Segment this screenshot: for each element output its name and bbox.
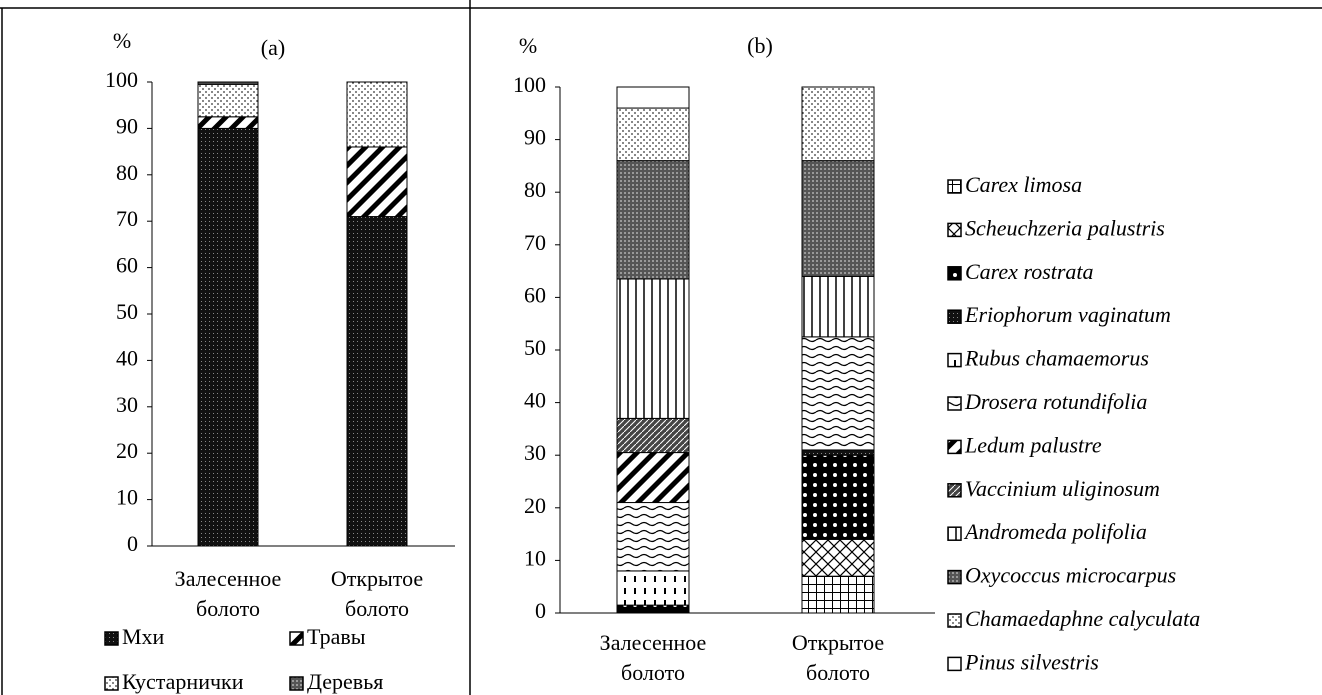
legend-swatch [947, 613, 962, 628]
legend-label: Eriophorum vaginatum [964, 302, 1171, 327]
bar-segment [801, 454, 875, 540]
y-tick-label: 60 [524, 282, 546, 307]
legend-label: Vaccinium uliginosum [965, 476, 1160, 501]
y-tick-label: 40 [524, 388, 546, 413]
legend-swatch [289, 676, 304, 691]
legend-label: Pinus silvestris [964, 649, 1099, 674]
legend-swatch [947, 222, 962, 238]
legend-swatch [947, 439, 962, 455]
legend-label: Кустарнички [122, 669, 244, 694]
legend-swatch [947, 266, 962, 281]
bar-segment [197, 127, 259, 547]
legend-swatch [947, 179, 962, 194]
bar-segment [616, 604, 690, 614]
y-tick-label: 90 [524, 125, 546, 150]
bar-segment [801, 160, 875, 277]
bar-segment [801, 336, 875, 451]
chart-title: (a) [261, 35, 285, 60]
bar-segment [197, 81, 259, 85]
legend-label: Andromeda polifolia [963, 519, 1147, 544]
x-tick-label: Открытое болото [792, 630, 884, 685]
legend-label: Деревья [307, 669, 383, 694]
bar-segment [616, 452, 690, 504]
legend-label: Ledum palustre [964, 432, 1102, 457]
legend-swatch [104, 676, 119, 691]
legend-label: Травы [307, 624, 366, 649]
legend-label: Rubus chamaemorus [964, 346, 1149, 371]
bar-segment [801, 449, 875, 456]
legend-swatch [947, 569, 962, 585]
bar-segment [801, 538, 875, 577]
legend-label: Carex rostrata [965, 259, 1094, 284]
chart-title: (b) [747, 33, 773, 58]
legend-swatch [289, 631, 304, 646]
x-tick-label: Открытое болото [331, 566, 423, 621]
bar-segment [616, 160, 690, 280]
legend-swatch [947, 483, 962, 498]
y-tick-label: 100 [105, 67, 138, 92]
y-tick-label: 70 [116, 206, 138, 231]
y-tick-label: 30 [116, 392, 138, 417]
y-tick-label: 40 [116, 345, 138, 370]
y-tick-label: 90 [116, 113, 138, 138]
bar-segment [616, 86, 690, 109]
bar-segment [197, 83, 259, 118]
y-tick-label: 50 [524, 335, 546, 360]
x-tick-label: Залесенное болото [175, 566, 282, 621]
bar-segment [801, 575, 875, 614]
legend-label: Drosera rotundifolia [964, 389, 1147, 414]
y-tick-label: 0 [535, 598, 546, 623]
y-axis-label: % [519, 33, 537, 58]
y-tick-label: 60 [116, 253, 138, 278]
y-tick-label: 20 [116, 438, 138, 463]
y-tick-label: 80 [524, 177, 546, 202]
legend-swatch [104, 631, 119, 646]
y-tick-label: 100 [513, 72, 546, 97]
y-tick-label: 10 [116, 485, 138, 510]
bar-segment [616, 107, 690, 162]
bar-segment [801, 86, 875, 162]
legend-swatch [947, 526, 962, 541]
bar-segment [346, 216, 408, 547]
legend-label: Carex limosa [965, 172, 1082, 197]
legend-swatch [947, 396, 962, 411]
bar-segment [801, 275, 875, 338]
y-axis-label: % [113, 28, 131, 53]
y-tick-label: 30 [524, 440, 546, 465]
y-tick-label: 10 [524, 545, 546, 570]
bar-segment [197, 116, 259, 129]
x-tick-label: Залесенное болото [600, 630, 707, 685]
legend-label: Scheuchzeria palustris [965, 215, 1165, 240]
bar-segment [616, 570, 690, 606]
legend-swatch [947, 352, 962, 368]
bar-segment [616, 278, 690, 419]
legend-label: Мхи [122, 624, 165, 649]
legend-label: Chamaedaphne calyculata [965, 606, 1200, 631]
bar-segment [616, 502, 690, 572]
bar-segment [346, 81, 408, 148]
legend-label: Oxycoccus microcarpus [965, 563, 1176, 588]
y-tick-label: 20 [524, 493, 546, 518]
y-tick-label: 80 [116, 160, 138, 185]
legend-swatch [947, 309, 962, 324]
y-tick-label: 50 [116, 299, 138, 324]
bar-segment [346, 146, 408, 218]
y-tick-label: 70 [524, 230, 546, 255]
bar-segment [616, 417, 690, 454]
y-tick-label: 0 [127, 531, 138, 556]
legend-swatch [947, 656, 962, 672]
